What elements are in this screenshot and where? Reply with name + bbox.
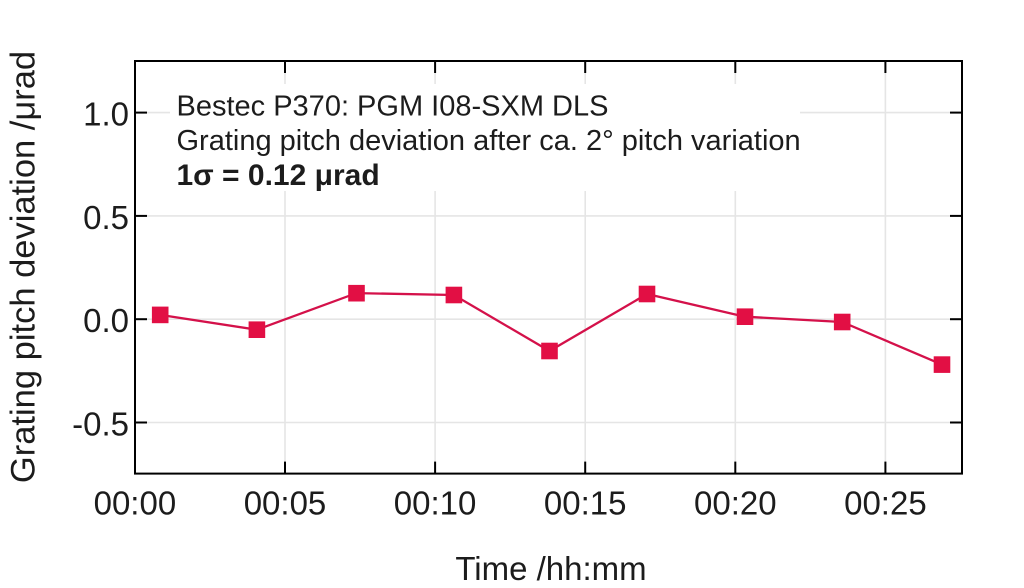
- svg-text:00:15: 00:15: [544, 485, 627, 522]
- svg-text:0.0: 0.0: [83, 302, 129, 339]
- svg-text:-0.5: -0.5: [72, 406, 129, 443]
- svg-text:00:20: 00:20: [694, 485, 777, 522]
- svg-text:1.0: 1.0: [83, 96, 129, 133]
- svg-text:Grating pitch deviation after: Grating pitch deviation after ca. 2° pit…: [177, 125, 801, 157]
- svg-text:00:25: 00:25: [844, 485, 927, 522]
- svg-text:1σ = 0.12 μrad: 1σ = 0.12 μrad: [177, 159, 380, 192]
- svg-text:Bestec P370: PGM I08-SXM DLS: Bestec P370: PGM I08-SXM DLS: [177, 91, 609, 123]
- svg-text:0.5: 0.5: [83, 199, 129, 236]
- svg-text:00:00: 00:00: [94, 485, 177, 522]
- svg-text:Grating pitch deviation /μrad: Grating pitch deviation /μrad: [5, 51, 43, 483]
- svg-text:00:05: 00:05: [244, 485, 327, 522]
- svg-text:Time /hh:mm: Time /hh:mm: [455, 550, 646, 587]
- svg-text:00:10: 00:10: [394, 485, 477, 522]
